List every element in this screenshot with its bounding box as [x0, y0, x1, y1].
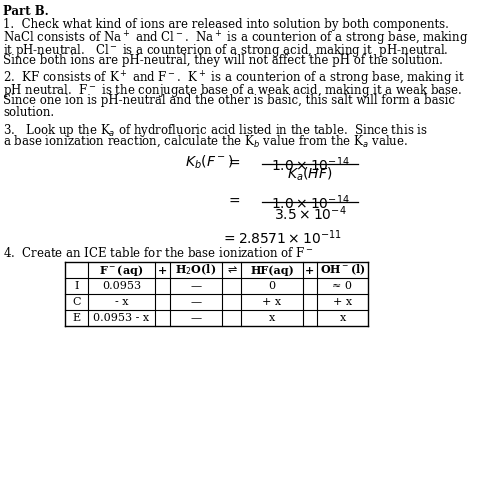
- Text: E: E: [72, 313, 81, 323]
- Text: $1.0 \times 10^{-14}$: $1.0 \times 10^{-14}$: [270, 193, 350, 212]
- Text: $K_b(F^-)$: $K_b(F^-)$: [185, 153, 234, 171]
- Text: x: x: [269, 313, 275, 323]
- Text: + x: + x: [333, 297, 352, 307]
- Text: +: +: [158, 264, 167, 275]
- Text: HF(aq): HF(aq): [250, 264, 294, 275]
- Text: + x: + x: [262, 297, 281, 307]
- Text: +: +: [305, 264, 315, 275]
- Text: Since one ion is pH-neutral and the other is basic, this salt will form a basic: Since one ion is pH-neutral and the othe…: [3, 94, 455, 107]
- Text: ≈ 0: ≈ 0: [333, 281, 353, 291]
- Text: Part B.: Part B.: [3, 5, 49, 18]
- Text: I: I: [74, 281, 79, 291]
- Text: 1.  Check what kind of ions are released into solution by both components.: 1. Check what kind of ions are released …: [3, 18, 449, 31]
- Text: pH neutral.  F$^-$ is the conjugate base of a weak acid, making it a weak base.: pH neutral. F$^-$ is the conjugate base …: [3, 82, 462, 99]
- Text: Since both ions are pH-neutral, they will not affect the pH of the solution.: Since both ions are pH-neutral, they wil…: [3, 54, 443, 67]
- Text: 0: 0: [268, 281, 275, 291]
- Text: $=$: $=$: [226, 193, 241, 207]
- Text: $1.0 \times 10^{-14}$: $1.0 \times 10^{-14}$: [270, 155, 350, 173]
- Text: 0.0953: 0.0953: [102, 281, 141, 291]
- Text: —: —: [190, 313, 202, 323]
- Text: $K_a(HF)$: $K_a(HF)$: [287, 166, 333, 183]
- Text: $= 2.8571 \times 10^{-11}$: $= 2.8571 \times 10^{-11}$: [221, 228, 342, 247]
- Text: x: x: [339, 313, 346, 323]
- Text: it pH-neutral.   Cl$^-$ is a counterion of a strong acid, making it  pH-neutral.: it pH-neutral. Cl$^-$ is a counterion of…: [3, 42, 449, 59]
- Text: NaCl consists of Na$^+$ and Cl$^-$.  Na$^+$ is a counterion of a strong base, ma: NaCl consists of Na$^+$ and Cl$^-$. Na$^…: [3, 30, 468, 48]
- Text: 2.  KF consists of K$^+$ and F$^-$.  K$^+$ is a counterion of a strong base, mak: 2. KF consists of K$^+$ and F$^-$. K$^+$…: [3, 70, 465, 88]
- Text: F$^-$(aq): F$^-$(aq): [100, 262, 143, 277]
- Text: H$_2$O(l): H$_2$O(l): [175, 262, 217, 277]
- Text: solution.: solution.: [3, 106, 54, 119]
- Text: $3.5 \times 10^{-4}$: $3.5 \times 10^{-4}$: [274, 204, 346, 223]
- Text: a base ionization reaction, calculate the K$_b$ value from the K$_a$ value.: a base ionization reaction, calculate th…: [3, 134, 408, 149]
- Text: $\rightleftharpoons$: $\rightleftharpoons$: [225, 264, 238, 275]
- Text: 0.0953 - x: 0.0953 - x: [94, 313, 149, 323]
- Text: $=$: $=$: [226, 155, 241, 169]
- Text: —: —: [190, 297, 202, 307]
- Text: 3.   Look up the K$_a$ of hydrofluoric acid listed in the table.  Since this is: 3. Look up the K$_a$ of hydrofluoric aci…: [3, 122, 428, 139]
- Text: - x: - x: [115, 297, 128, 307]
- Text: 4.  Create an ICE table for the base ionization of F$^-$: 4. Create an ICE table for the base ioni…: [3, 246, 314, 260]
- Text: C: C: [72, 297, 81, 307]
- Text: —: —: [190, 281, 202, 291]
- Text: OH$^-$(l): OH$^-$(l): [320, 263, 366, 277]
